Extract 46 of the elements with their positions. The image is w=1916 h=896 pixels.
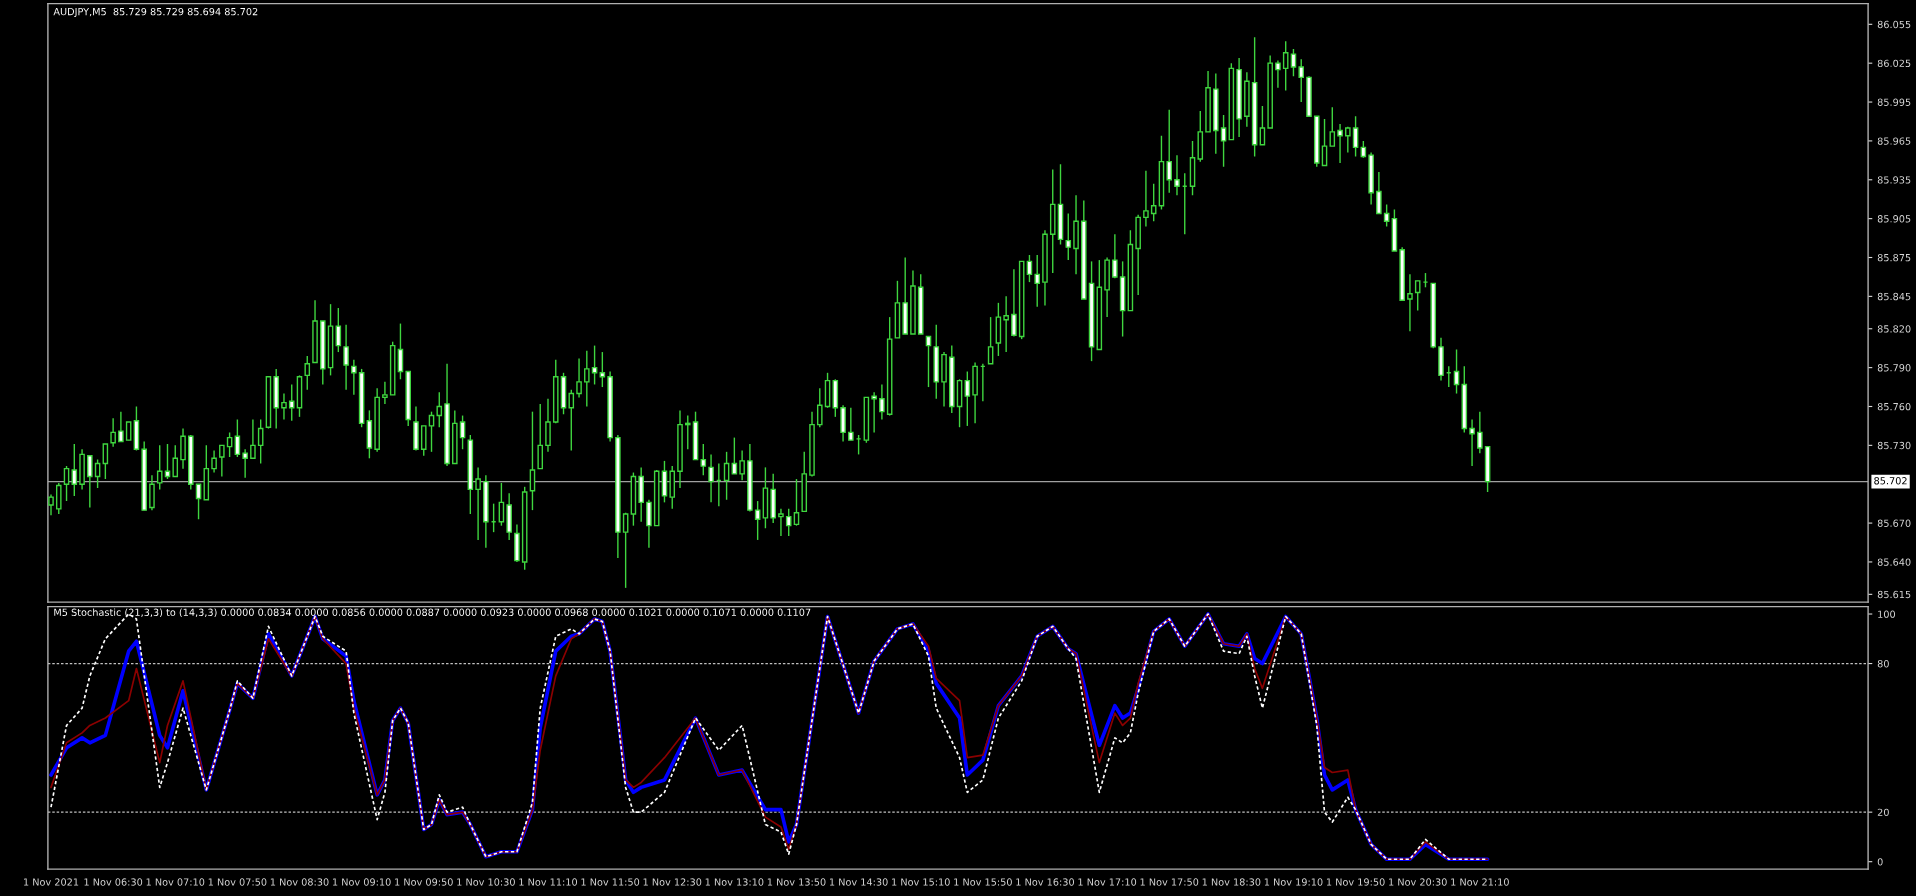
y-tick-label: 85.615	[1877, 590, 1911, 599]
x-tick-label: 1 Nov 09:50	[395, 878, 453, 886]
y-tick-label: 100	[1878, 610, 1896, 618]
y-tick-label: 85.875	[1877, 253, 1911, 262]
y-tick-label: 85.905	[1877, 215, 1911, 223]
y-tick-label: 85.935	[1877, 176, 1911, 184]
x-tick-label: 1 Nov 20:30	[1389, 878, 1447, 886]
y-tick-label: 80	[1877, 660, 1889, 668]
y-tick-label: 85.845	[1877, 292, 1911, 301]
y-tick-label: 85.790	[1877, 364, 1911, 372]
x-tick-label: 1 Nov 15:10	[892, 878, 950, 886]
x-tick-label: 1 Nov 07:50	[208, 878, 267, 886]
x-tick-label: 1 Nov 18:30	[1202, 878, 1261, 886]
x-tick-label: 1 Nov 17:50	[1140, 878, 1199, 886]
x-tick-label: 1 Nov 10:30	[457, 878, 515, 886]
x-tick-label: 1 Nov 21:10	[1451, 878, 1509, 886]
x-tick-label: 1 Nov 19:10	[1264, 878, 1323, 886]
x-tick-label: 1 Nov 11:50	[581, 878, 640, 886]
y-tick-label: 85.670	[1877, 519, 1911, 527]
x-tick-label: 1 Nov 19:50	[1326, 878, 1385, 886]
x-tick-label: 1 Nov 2021	[24, 878, 79, 886]
y-tick-label: 86.055	[1877, 20, 1911, 29]
y-tick-label: 86.025	[1877, 59, 1911, 68]
x-tick-label: 1 Nov 16:30	[1016, 878, 1075, 886]
y-tick-label: 0	[1877, 858, 1883, 866]
x-tick-label: 1 Nov 13:10	[705, 878, 764, 886]
x-tick-label: 1 Nov 13:50	[767, 878, 826, 886]
y-tick-label: 85.995	[1877, 98, 1911, 106]
x-tick-label: 1 Nov 08:30	[270, 878, 329, 886]
chart-title: AUDJPY,M5 85.729 85.729 85.694 85.702	[53, 7, 258, 18]
chart-title: M5 Stochastic (21,3,3) to (14,3,3) 0.0000 0.0834 0.0000 0.0856 0.0000 0.0887 0.0000 0.0923 0.0000 0.0968 0.0000 0.1021 0.0000 0.1071 0.0000 0.1107	[54, 608, 811, 618]
y-tick-label: 85.760	[1877, 402, 1911, 411]
x-tick-label: 1 Nov 17:10	[1078, 878, 1137, 886]
x-tick-label: 1 Nov 07:10	[146, 878, 205, 886]
x-tick-label: 1 Nov 06:30	[84, 878, 143, 886]
x-tick-label: 1 Nov 14:30	[829, 878, 888, 886]
y-tick-label: 85.965	[1877, 137, 1911, 145]
x-tick-label: 1 Nov 15:50	[954, 878, 1012, 886]
x-tick-label: 1 Nov 12:30	[643, 878, 702, 886]
y-tick-label: 85.640	[1877, 558, 1911, 566]
y-tick-label: 85.820	[1877, 325, 1911, 333]
ref-line-label: 85.702	[1874, 477, 1907, 485]
y-tick-label: 85.730	[1877, 441, 1911, 450]
x-tick-label: 1 Nov 09:10	[333, 878, 391, 886]
x-tick-label: 1 Nov 11:10	[519, 878, 578, 886]
y-tick-label: 20	[1877, 808, 1889, 816]
